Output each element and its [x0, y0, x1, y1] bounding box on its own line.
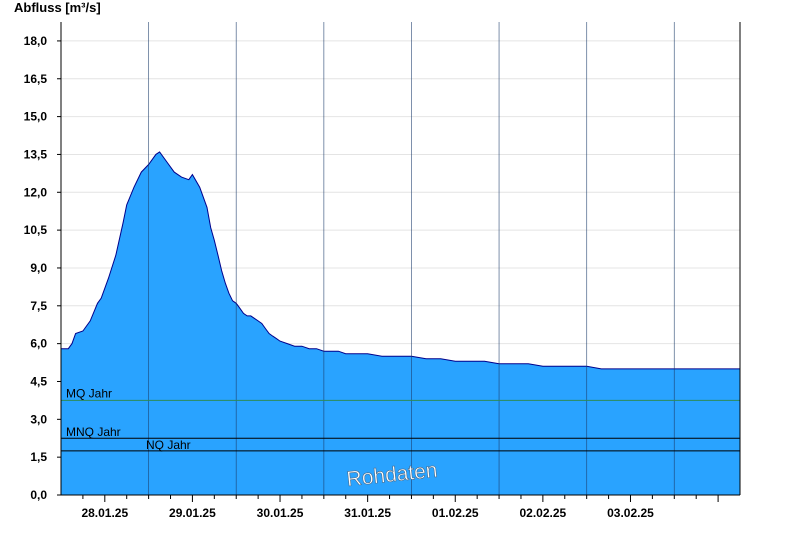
- y-tick-label: 13,5: [24, 147, 48, 161]
- y-tick-label: 10,5: [24, 223, 48, 237]
- x-tick-label: 31.01.25: [344, 506, 391, 520]
- axes: [60, 22, 741, 496]
- reference-label: MQ Jahr: [66, 386, 112, 400]
- y-tick-label: 9,0: [30, 261, 47, 275]
- reference-label: NQ Jahr: [146, 438, 191, 452]
- series-line: [61, 151, 740, 370]
- x-tick-label: 02.02.25: [520, 506, 567, 520]
- x-tick-label: 30.01.25: [257, 506, 304, 520]
- reference-lines: MQ Jahr MNQ Jahr NQ Jahr: [61, 386, 740, 452]
- x-tick-label: 28.01.25: [81, 506, 128, 520]
- area-fill: [61, 151, 740, 495]
- data-area: [61, 151, 740, 495]
- y-tick-label: 18,0: [24, 34, 48, 48]
- y-axis-ticks: 0,0 1,5 3,0 4,5 6,0 7,5 9,0 10,5 12,0 13,5 15,0 16,…: [24, 34, 61, 502]
- day-divider-lines: [148, 22, 675, 495]
- x-tick-label: 01.02.25: [432, 506, 479, 520]
- x-tick-label: 03.02.25: [607, 506, 654, 520]
- y-tick-label: 7,5: [30, 299, 47, 313]
- y-tick-label: 4,5: [30, 374, 47, 388]
- x-tick-label: 29.01.25: [169, 506, 216, 520]
- y-tick-label: 1,5: [30, 450, 47, 464]
- y-tick-label: 6,0: [30, 337, 47, 351]
- x-axis-ticks: 28.01.25 29.01.25 30.01.25 31.01.25 01.02.25…: [81, 495, 719, 520]
- y-tick-label: 0,0: [30, 488, 47, 502]
- y-axis-title: Abfluss [m³/s]: [14, 0, 101, 15]
- y-tick-label: 16,5: [24, 72, 48, 86]
- y-tick-label: 15,0: [24, 110, 48, 124]
- y-tick-label: 12,0: [24, 185, 48, 199]
- y-tick-label: 3,0: [30, 412, 47, 426]
- reference-label: MNQ Jahr: [66, 425, 121, 439]
